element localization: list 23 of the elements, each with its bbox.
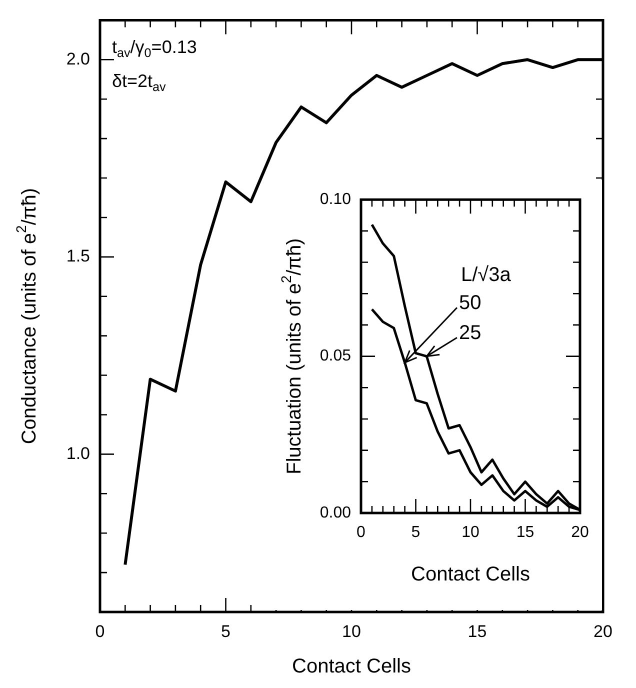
x-axis-title: Contact Cells xyxy=(292,656,411,678)
y-axis-title: Conductance (units of e2/πħ) xyxy=(12,188,41,444)
x-tick-label: 5 xyxy=(411,524,420,542)
y-tick-label: 1.0 xyxy=(66,444,90,463)
y-tick-label: 2.0 xyxy=(66,49,90,68)
y-axis-title: Fluctuation (units of e2/πħ) xyxy=(278,238,306,474)
x-tick-label: 15 xyxy=(468,622,487,641)
x-tick-label: 0 xyxy=(356,524,366,542)
x-tick-label: 20 xyxy=(571,524,589,542)
legend-label: 25 xyxy=(459,322,482,344)
legend-title: L/√3a xyxy=(461,264,512,286)
x-tick-label: 15 xyxy=(516,524,534,542)
y-tick-label: 0.10 xyxy=(320,191,352,208)
x-tick-label: 20 xyxy=(594,622,612,641)
x-tick-label: 10 xyxy=(342,622,361,641)
x-tick-label: 0 xyxy=(95,622,105,641)
x-tick-label: 5 xyxy=(221,622,230,641)
x-axis-title: Contact Cells xyxy=(411,564,530,586)
y-tick-label: 0.05 xyxy=(320,348,352,365)
text: 50 xyxy=(459,292,482,314)
x-tick-label: 10 xyxy=(462,524,480,542)
y-tick-label: 1.5 xyxy=(66,246,90,266)
y-tick-label: 0.00 xyxy=(320,504,352,522)
